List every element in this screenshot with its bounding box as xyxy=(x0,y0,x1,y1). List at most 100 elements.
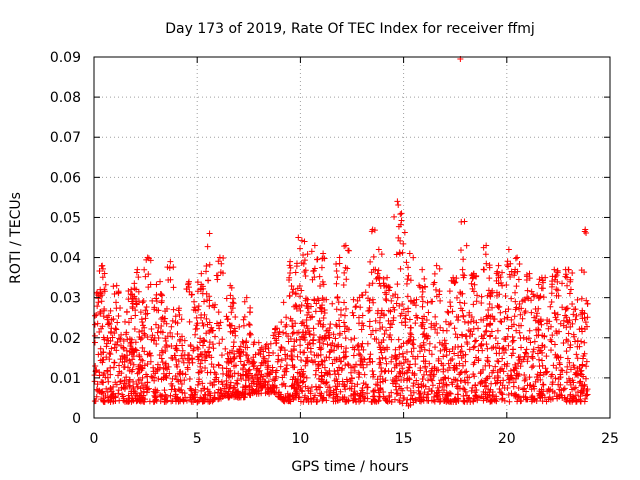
data-point xyxy=(333,390,340,397)
data-point xyxy=(539,342,546,349)
data-point xyxy=(351,367,358,374)
data-point xyxy=(141,348,148,355)
data-point xyxy=(232,393,239,400)
data-point xyxy=(113,282,120,289)
data-point xyxy=(469,384,476,391)
data-point xyxy=(125,296,132,303)
data-point xyxy=(330,331,337,338)
data-point xyxy=(525,353,532,360)
data-point xyxy=(158,299,165,306)
data-point xyxy=(147,352,154,359)
data-point xyxy=(432,344,439,351)
data-point xyxy=(502,293,509,300)
data-point xyxy=(165,277,172,284)
data-point xyxy=(512,298,519,305)
data-point xyxy=(384,274,391,281)
data-point xyxy=(379,324,386,331)
data-point xyxy=(135,274,142,281)
data-point xyxy=(403,349,410,355)
y-tick-label: 0.08 xyxy=(50,90,81,106)
data-point xyxy=(571,364,578,371)
data-point xyxy=(470,288,477,295)
data-point xyxy=(335,343,342,350)
data-point xyxy=(203,268,210,275)
data-point xyxy=(139,374,146,381)
data-point xyxy=(168,343,175,350)
data-point xyxy=(565,330,572,337)
data-point xyxy=(569,320,576,327)
data-point xyxy=(320,314,327,321)
data-point xyxy=(395,223,402,230)
data-point xyxy=(488,345,495,352)
data-point xyxy=(298,357,305,364)
x-tick-label: 20 xyxy=(498,431,516,447)
data-point xyxy=(370,299,377,306)
data-point xyxy=(139,365,146,372)
data-point xyxy=(506,271,513,278)
data-point xyxy=(549,278,556,285)
data-point xyxy=(419,331,426,338)
data-point xyxy=(565,266,572,273)
data-point xyxy=(138,335,145,342)
data-point xyxy=(421,346,428,353)
data-point xyxy=(300,349,307,356)
data-point xyxy=(291,364,298,371)
data-point xyxy=(116,362,123,369)
data-point xyxy=(369,358,376,365)
data-point xyxy=(483,260,490,267)
data-point xyxy=(197,363,204,370)
data-point xyxy=(204,369,211,376)
data-point xyxy=(169,397,176,404)
data-point xyxy=(169,317,176,324)
data-point xyxy=(399,350,406,357)
data-point xyxy=(584,391,591,398)
data-point xyxy=(382,295,389,302)
data-point xyxy=(239,338,246,345)
data-point xyxy=(323,327,330,334)
data-point xyxy=(466,309,473,316)
data-point xyxy=(282,394,289,401)
data-point xyxy=(342,362,349,369)
data-point xyxy=(397,312,404,319)
y-tick-label: 0.03 xyxy=(50,291,81,307)
data-point xyxy=(99,356,106,363)
data-point xyxy=(287,269,294,276)
data-point xyxy=(393,373,400,380)
data-point xyxy=(304,325,311,332)
data-point xyxy=(419,293,426,300)
data-point xyxy=(125,288,132,295)
data-point xyxy=(538,274,545,281)
data-point xyxy=(96,328,103,335)
data-point xyxy=(98,298,105,305)
data-point xyxy=(436,288,443,295)
data-point xyxy=(548,298,555,305)
data-point xyxy=(113,347,120,354)
data-point xyxy=(308,398,315,405)
data-point xyxy=(126,335,133,342)
data-point xyxy=(147,281,154,288)
data-point xyxy=(309,359,316,366)
data-point xyxy=(108,345,115,352)
data-point xyxy=(280,329,287,336)
data-point xyxy=(364,340,371,347)
data-point xyxy=(422,383,429,390)
data-point xyxy=(572,392,579,399)
data-point xyxy=(334,378,341,385)
data-point xyxy=(407,330,414,337)
data-point xyxy=(316,339,323,346)
data-point xyxy=(115,390,122,397)
data-point xyxy=(229,299,236,306)
data-point xyxy=(536,294,543,301)
data-point xyxy=(244,352,251,359)
data-point xyxy=(195,303,202,310)
data-point xyxy=(303,397,310,404)
data-point xyxy=(567,286,574,293)
data-point xyxy=(100,313,107,320)
data-point xyxy=(489,304,496,311)
data-point xyxy=(317,304,324,311)
y-axis-label: ROTI / TECUs xyxy=(8,192,24,284)
data-point xyxy=(240,348,247,355)
data-point xyxy=(267,340,274,347)
data-point xyxy=(360,346,367,353)
data-point xyxy=(173,376,180,383)
